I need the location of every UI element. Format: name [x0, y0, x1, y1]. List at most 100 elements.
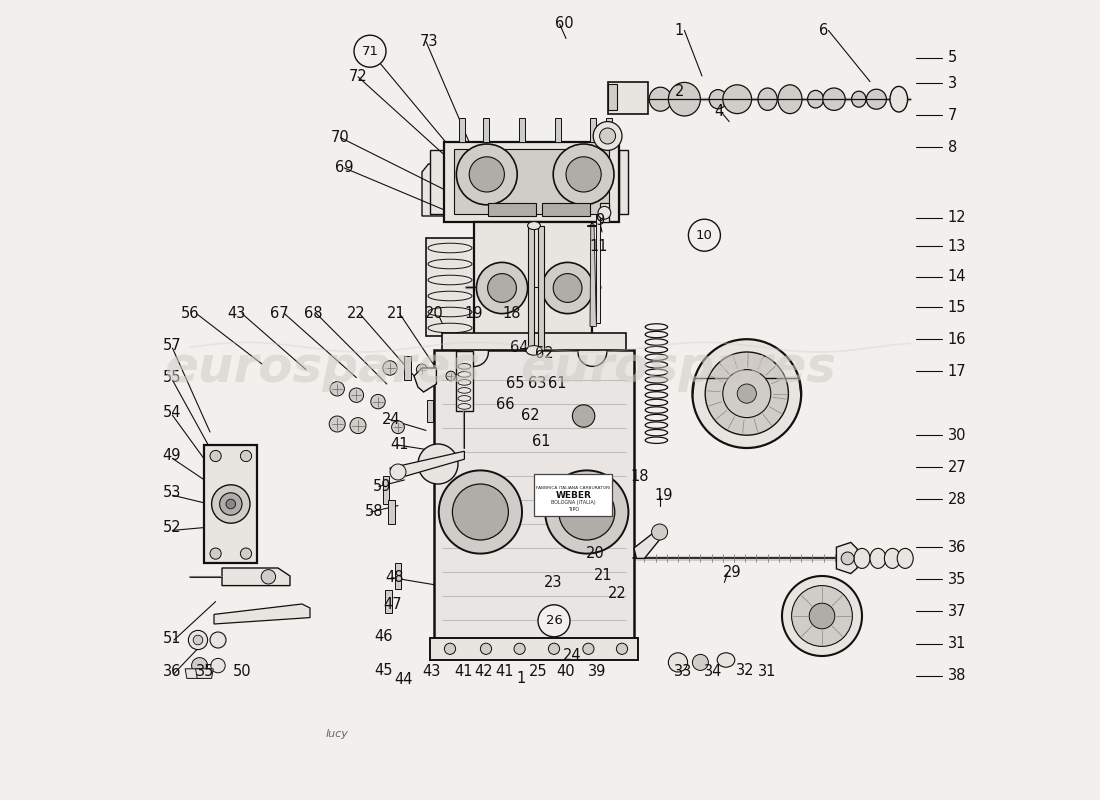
Polygon shape: [214, 604, 310, 624]
Circle shape: [600, 128, 616, 144]
Bar: [385, 590, 392, 613]
Ellipse shape: [898, 549, 913, 568]
Text: 58: 58: [364, 505, 383, 519]
Text: 1: 1: [674, 23, 684, 38]
Text: 23: 23: [543, 575, 562, 590]
Ellipse shape: [428, 323, 472, 333]
Ellipse shape: [823, 88, 845, 110]
Text: 19: 19: [654, 489, 672, 503]
Text: 64: 64: [510, 340, 528, 354]
Ellipse shape: [778, 85, 802, 114]
Text: 1: 1: [516, 671, 526, 686]
Ellipse shape: [758, 88, 778, 110]
Circle shape: [723, 370, 771, 418]
Circle shape: [578, 338, 607, 366]
Polygon shape: [390, 451, 464, 476]
Text: 33: 33: [674, 665, 692, 679]
Bar: [538, 226, 544, 350]
Text: 38: 38: [947, 669, 966, 683]
Bar: [488, 203, 537, 216]
Text: 13: 13: [947, 239, 966, 254]
Circle shape: [417, 364, 428, 375]
Bar: [474, 222, 593, 352]
Circle shape: [669, 653, 688, 672]
Circle shape: [210, 450, 221, 462]
Text: 41: 41: [496, 665, 514, 679]
Bar: [395, 563, 402, 589]
Circle shape: [559, 484, 615, 540]
Circle shape: [349, 388, 364, 402]
Text: 52: 52: [163, 521, 182, 535]
Text: 19: 19: [464, 306, 483, 321]
Circle shape: [705, 352, 789, 435]
Text: 26: 26: [546, 614, 562, 627]
Ellipse shape: [428, 259, 472, 269]
Text: 36: 36: [947, 540, 966, 554]
Circle shape: [456, 144, 517, 205]
Text: 68: 68: [304, 306, 322, 321]
Bar: [444, 142, 619, 222]
Bar: [542, 203, 590, 216]
Text: BOLOGNA (ITALIA): BOLOGNA (ITALIA): [551, 500, 595, 505]
Bar: [205, 445, 257, 563]
Circle shape: [792, 586, 852, 646]
Text: eurospares: eurospares: [164, 344, 480, 392]
Text: 62: 62: [521, 409, 540, 423]
Bar: [442, 333, 626, 350]
Text: 17: 17: [947, 364, 966, 378]
Text: 55: 55: [163, 370, 182, 385]
Circle shape: [842, 552, 854, 565]
Ellipse shape: [870, 549, 886, 568]
Ellipse shape: [854, 549, 870, 568]
Bar: [534, 474, 613, 516]
Text: 42: 42: [475, 665, 494, 679]
Bar: [607, 84, 617, 110]
Circle shape: [514, 643, 525, 654]
Bar: [383, 475, 389, 504]
Circle shape: [598, 206, 611, 219]
Text: 41: 41: [454, 665, 473, 679]
Text: 66: 66: [496, 398, 514, 412]
Text: WEBER: WEBER: [556, 490, 591, 500]
Circle shape: [211, 485, 250, 523]
Text: 62: 62: [535, 346, 553, 361]
Bar: [434, 350, 634, 640]
Bar: [454, 149, 609, 214]
Circle shape: [689, 219, 720, 251]
Ellipse shape: [851, 91, 866, 107]
Bar: [600, 203, 609, 222]
Ellipse shape: [649, 87, 672, 111]
Polygon shape: [836, 542, 857, 574]
Text: 43: 43: [228, 306, 246, 321]
Text: 49: 49: [163, 449, 182, 463]
Circle shape: [329, 416, 345, 432]
Text: 32: 32: [736, 663, 755, 678]
Text: 31: 31: [947, 637, 966, 651]
Text: 61: 61: [532, 434, 551, 449]
Circle shape: [330, 382, 344, 396]
Circle shape: [583, 643, 594, 654]
Ellipse shape: [669, 82, 701, 116]
Polygon shape: [414, 368, 437, 392]
Bar: [459, 118, 465, 142]
Text: 29: 29: [723, 566, 741, 580]
Text: 9: 9: [595, 214, 604, 228]
Bar: [619, 150, 628, 214]
Text: 21: 21: [387, 306, 406, 321]
Ellipse shape: [428, 307, 472, 317]
Circle shape: [446, 371, 455, 381]
Circle shape: [487, 274, 516, 302]
Text: 57: 57: [163, 338, 182, 353]
Text: 54: 54: [163, 406, 182, 420]
Text: 48: 48: [385, 570, 404, 585]
Text: 51: 51: [163, 631, 182, 646]
Text: lucy: lucy: [326, 730, 349, 739]
Text: 47: 47: [384, 598, 403, 612]
Text: 11: 11: [590, 239, 607, 254]
Circle shape: [566, 157, 602, 192]
Text: 71: 71: [362, 45, 378, 58]
Circle shape: [210, 548, 221, 559]
Circle shape: [538, 605, 570, 637]
Circle shape: [226, 499, 235, 509]
Polygon shape: [590, 224, 596, 326]
